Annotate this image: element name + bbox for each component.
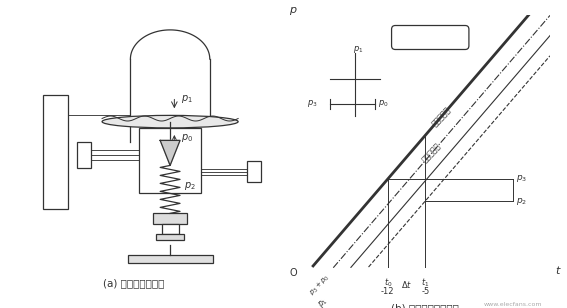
Text: $p_3$: $p_3$ (517, 173, 527, 184)
Bar (139, 128, 201, 192)
Bar (156, 234, 184, 241)
Text: www.elecfans.com: www.elecfans.com (483, 302, 542, 307)
Text: $p_1$: $p_1$ (353, 44, 363, 55)
Text: -12: -12 (381, 287, 395, 297)
Bar (77, 143, 91, 168)
Bar (128, 255, 213, 263)
Text: $p_2$: $p_2$ (184, 180, 196, 192)
Text: $p_1$: $p_1$ (315, 295, 330, 308)
Text: (a) 热力作用原理图: (a) 热力作用原理图 (103, 278, 164, 288)
Text: t: t (555, 266, 560, 276)
Text: $p_1$: $p_1$ (181, 93, 193, 105)
Text: -5: -5 (421, 287, 429, 297)
Text: $p_3+p_0$: $p_3+p_0$ (308, 272, 333, 298)
Bar (162, 224, 179, 234)
Bar (153, 213, 187, 224)
Text: p: p (290, 5, 297, 15)
Text: $t_0$: $t_0$ (383, 277, 392, 289)
Text: (b) 过热度控制原理图: (b) 过热度控制原理图 (391, 303, 459, 308)
Text: $p_3$: $p_3$ (307, 98, 318, 109)
Text: O: O (289, 268, 297, 278)
Bar (43, 95, 68, 209)
Text: （开阀力）: （开阀力） (420, 142, 443, 165)
Text: （关阀力）: （关阀力） (430, 105, 452, 128)
Text: $\Delta t$: $\Delta t$ (401, 279, 412, 290)
Ellipse shape (102, 116, 238, 128)
Text: $t_1$: $t_1$ (421, 277, 429, 289)
Text: $p_2$: $p_2$ (517, 196, 527, 207)
Text: $p_0$: $p_0$ (181, 132, 193, 144)
Polygon shape (160, 140, 180, 165)
Bar (247, 161, 261, 182)
Text: $p_0$: $p_0$ (378, 98, 388, 109)
